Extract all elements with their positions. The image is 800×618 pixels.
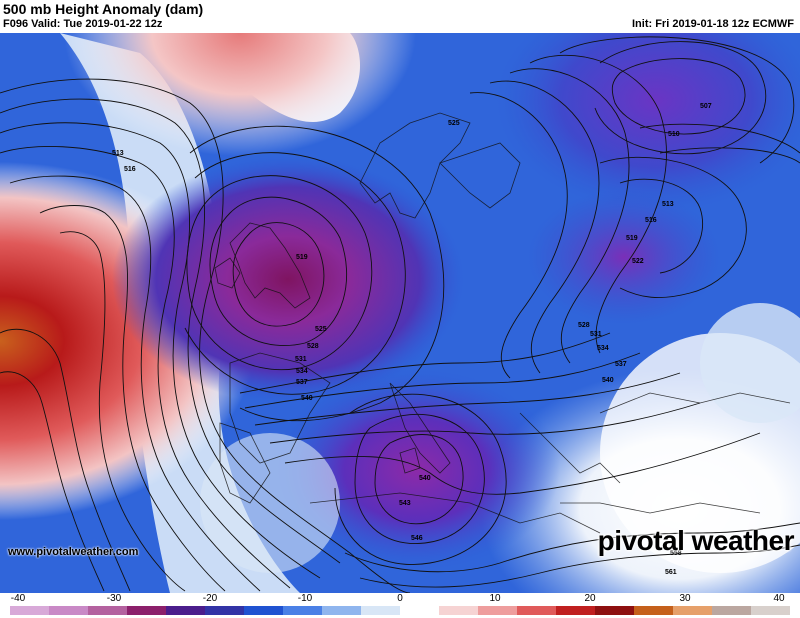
contour-label: 540	[419, 475, 431, 482]
colorbar-strip	[10, 606, 790, 615]
height-contours	[0, 36, 800, 593]
colorbar-swatch	[88, 606, 127, 615]
colorbar-swatch	[400, 606, 439, 615]
colorbar-swatch	[478, 606, 517, 615]
contour-519-uk	[232, 222, 325, 327]
colorbar-tick: 10	[489, 593, 501, 604]
contour-540-med	[374, 434, 464, 525]
init-time: Init: Fri 2019-01-18 12z ECMWF	[632, 18, 794, 30]
colorbar-swatch	[10, 606, 49, 615]
colorbar-tick: -20	[202, 593, 218, 604]
coastlines	[214, 112, 791, 534]
contour-label: 546	[411, 535, 423, 542]
contour-label: 516	[645, 217, 657, 224]
contour-label: 537	[296, 379, 308, 386]
contour-label: 561	[665, 569, 677, 576]
colorbar-swatch	[283, 606, 322, 615]
height-anomaly-map: 507 510 513 513 516 516 519 519 522 525 …	[0, 33, 800, 593]
header: 500 mb Height Anomaly (dam) F096 Valid: …	[0, 0, 800, 33]
colorbar-tick: -40	[10, 593, 26, 604]
colorbar: -40 -30 -20 -10 0 10 20 30 40	[0, 593, 800, 618]
contour-label: 513	[112, 150, 124, 157]
contour-label: 525	[448, 120, 460, 127]
colorbar-swatch	[517, 606, 556, 615]
colorbar-tick: 30	[679, 593, 691, 604]
contour-label: 540	[602, 377, 614, 384]
colorbar-swatch	[751, 606, 790, 615]
colorbar-swatch	[205, 606, 244, 615]
contour-label: 510	[668, 131, 680, 138]
colorbar-swatch	[673, 606, 712, 615]
colorbar-swatch	[712, 606, 751, 615]
pivotal-weather-logo: pivotal weather	[597, 525, 795, 556]
colorbar-tick: 0	[397, 593, 403, 604]
contour-507-russia	[611, 58, 746, 135]
map-title: 500 mb Height Anomaly (dam)	[3, 1, 204, 17]
website-url[interactable]: www.pivotalweather.com	[8, 546, 139, 558]
contour-label: 528	[307, 343, 319, 350]
contour-label: 528	[578, 322, 590, 329]
contour-label: 522	[632, 258, 644, 265]
contour-label: 516	[124, 166, 136, 173]
contour-label: 519	[626, 235, 638, 242]
colorbar-swatch	[634, 606, 673, 615]
contour-label: 558	[670, 550, 682, 557]
contour-label: 537	[615, 361, 627, 368]
contour-label: 507	[700, 103, 712, 110]
contour-label: 525	[315, 326, 327, 333]
contour-label: 543	[399, 500, 411, 507]
colorbar-swatch	[556, 606, 595, 615]
contour-label: 540	[301, 395, 313, 402]
valid-time: F096 Valid: Tue 2019-01-22 12z	[3, 18, 163, 30]
colorbar-tick: -10	[297, 593, 313, 604]
contour-label: 519	[296, 254, 308, 261]
colorbar-tick: 40	[773, 593, 785, 604]
colorbar-swatch	[322, 606, 361, 615]
colorbar-swatch	[361, 606, 400, 615]
colorbar-tick: -30	[106, 593, 122, 604]
contour-label: 513	[662, 201, 674, 208]
contour-labels: 507 510 513 513 516 516 519 519 522 525 …	[112, 103, 712, 576]
colorbar-swatch	[595, 606, 634, 615]
contour-label: 531	[295, 356, 307, 363]
colorbar-swatch	[439, 606, 478, 615]
colorbar-swatch	[244, 606, 283, 615]
contour-label: 534	[296, 368, 308, 375]
colorbar-swatch	[127, 606, 166, 615]
contour-label: 531	[590, 331, 602, 338]
colorbar-swatch	[166, 606, 205, 615]
colorbar-swatch	[49, 606, 88, 615]
colorbar-tick: 20	[584, 593, 596, 604]
contour-label: 534	[597, 345, 609, 352]
